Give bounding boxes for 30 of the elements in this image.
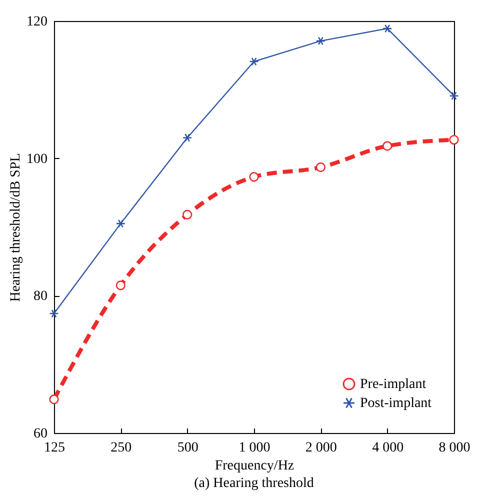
point bbox=[182, 210, 192, 220]
point bbox=[49, 394, 59, 404]
y-tick-label: 120 bbox=[26, 14, 48, 30]
point bbox=[116, 280, 126, 290]
point bbox=[49, 309, 59, 318]
x-axis-title: Frequency/Hz bbox=[214, 458, 294, 474]
x-tick-label: 500 bbox=[177, 440, 198, 456]
point bbox=[449, 92, 459, 100]
y-axis-title: Hearing threshold/dB SPL bbox=[8, 153, 24, 302]
point bbox=[182, 133, 192, 142]
point bbox=[382, 141, 392, 151]
point bbox=[249, 172, 259, 182]
point bbox=[449, 134, 459, 145]
x-tick-label: 2 000 bbox=[305, 440, 337, 456]
point bbox=[316, 162, 326, 172]
x-tick-label: 4 000 bbox=[372, 440, 404, 456]
legend-label: Post-implant bbox=[360, 396, 432, 411]
legend-label: Pre-implant bbox=[360, 377, 426, 392]
text: (a) Hearing threshold bbox=[194, 476, 314, 491]
point bbox=[382, 24, 392, 33]
y-tick-label: 80 bbox=[34, 289, 48, 304]
x-tick-label: 1 000 bbox=[238, 440, 270, 456]
point bbox=[316, 36, 326, 46]
x-tick-label: 125 bbox=[44, 440, 65, 456]
y-tick-label: 100 bbox=[26, 152, 48, 167]
y-tick-label: 60 bbox=[34, 426, 48, 442]
x-tick-label: 250 bbox=[110, 440, 132, 456]
point bbox=[249, 57, 259, 66]
point bbox=[116, 219, 126, 228]
x-tick-label: 8 000 bbox=[438, 440, 470, 456]
